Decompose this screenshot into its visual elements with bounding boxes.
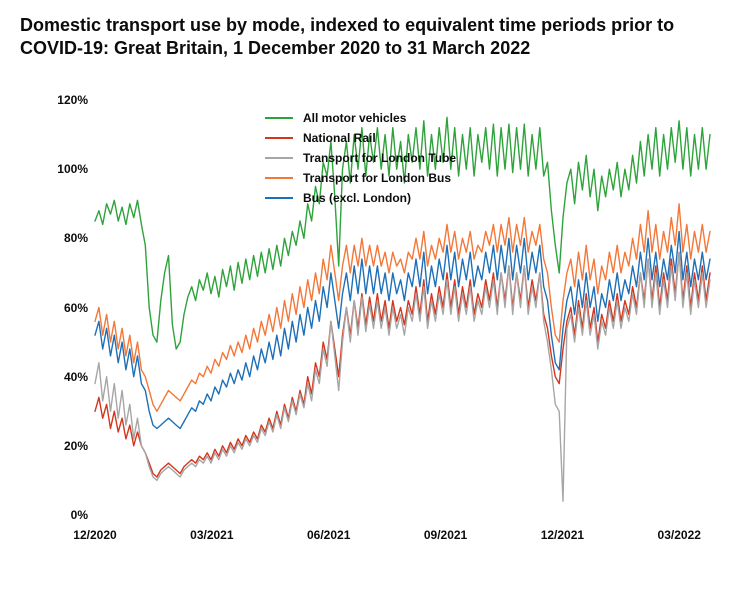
legend-swatch bbox=[265, 177, 293, 179]
legend-swatch bbox=[265, 137, 293, 139]
legend-item: Bus (excl. London) bbox=[265, 188, 456, 208]
x-tick-label: 12/2020 bbox=[73, 528, 116, 542]
x-tick-label: 06/2021 bbox=[307, 528, 350, 542]
x-tick-label: 12/2021 bbox=[541, 528, 584, 542]
legend-label: All motor vehicles bbox=[303, 111, 406, 125]
legend-item: Transport for London Tube bbox=[265, 148, 456, 168]
chart-title: Domestic transport use by mode, indexed … bbox=[20, 14, 730, 61]
legend: All motor vehicles National Rail Transport… bbox=[265, 108, 456, 208]
y-tick-label: 60% bbox=[50, 301, 88, 315]
legend-swatch bbox=[265, 157, 293, 159]
y-tick-label: 40% bbox=[50, 370, 88, 384]
chart-area: 0% 20% 40% 60% 80% 100% 120% All motor vehicle… bbox=[50, 90, 720, 560]
legend-label: Transport for London Tube bbox=[303, 151, 456, 165]
x-tick-label: 09/2021 bbox=[424, 528, 467, 542]
y-tick-label: 100% bbox=[50, 162, 88, 176]
y-tick-label: 120% bbox=[50, 93, 88, 107]
title-line-1: Domestic transport use by mode, indexed … bbox=[20, 15, 674, 35]
legend-label: National Rail bbox=[303, 131, 376, 145]
legend-item: National Rail bbox=[265, 128, 456, 148]
legend-swatch bbox=[265, 117, 293, 119]
legend-swatch bbox=[265, 197, 293, 199]
y-tick-label: 20% bbox=[50, 439, 88, 453]
legend-label: Transport for London Bus bbox=[303, 171, 451, 185]
x-tick-label: 03/2021 bbox=[190, 528, 233, 542]
x-tick-label: 03/2022 bbox=[658, 528, 701, 542]
series-line bbox=[95, 231, 710, 428]
y-tick-label: 0% bbox=[50, 508, 88, 522]
y-tick-label: 80% bbox=[50, 231, 88, 245]
legend-label: Bus (excl. London) bbox=[303, 191, 411, 205]
legend-item: All motor vehicles bbox=[265, 108, 456, 128]
title-line-2: COVID-19: Great Britain, 1 December 2020… bbox=[20, 38, 530, 58]
series-line bbox=[95, 252, 710, 477]
legend-item: Transport for London Bus bbox=[265, 168, 456, 188]
plot-area: All motor vehicles National Rail Transport… bbox=[95, 100, 710, 515]
